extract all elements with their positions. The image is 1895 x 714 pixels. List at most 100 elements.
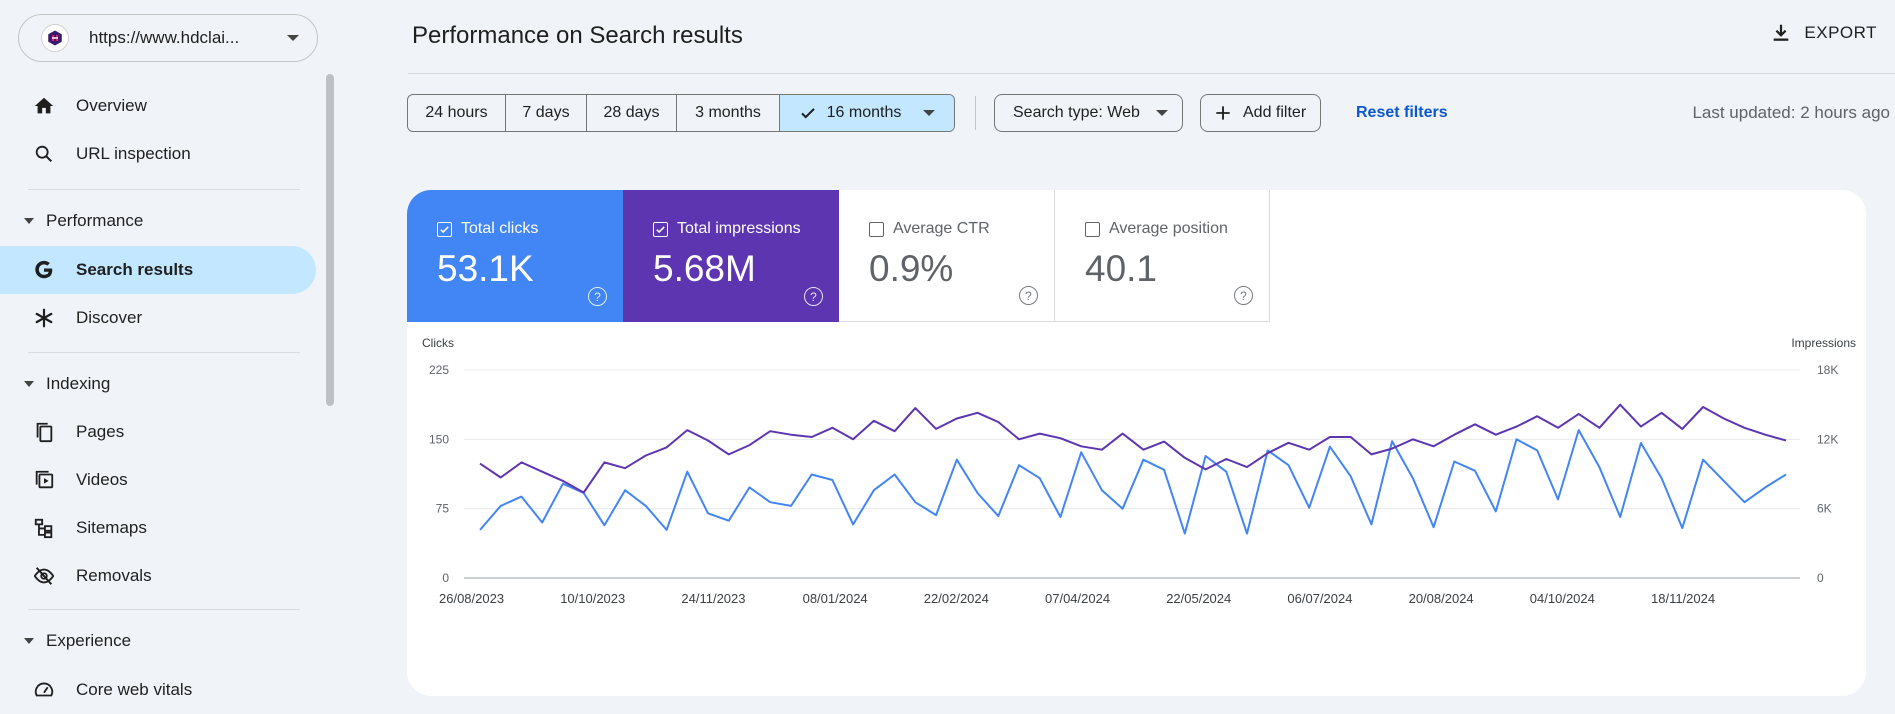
header-divider — [408, 73, 1895, 74]
range-label: 28 days — [603, 104, 660, 121]
sidebar-item-pages[interactable]: Pages — [0, 408, 316, 456]
metric-label: Total impressions — [677, 220, 801, 237]
expand-triangle-icon — [24, 638, 34, 644]
date-range-selector: 24 hours 7 days 28 days 3 months 16 mont… — [407, 94, 955, 132]
pages-icon — [32, 420, 56, 444]
right-tick-label: 18K — [1817, 363, 1838, 377]
speed-gauge-icon — [32, 678, 56, 702]
series-line-clicks — [479, 429, 1787, 535]
x-tick-label: 06/07/2024 — [1287, 591, 1352, 606]
expand-triangle-icon — [24, 381, 34, 387]
sidebar-item-search-results[interactable]: Search results — [0, 246, 316, 294]
sidebar: https://www.hdclai... Overview URL inspe… — [0, 0, 335, 714]
sidebar-item-videos[interactable]: Videos — [0, 456, 316, 504]
checkbox-unchecked-icon[interactable] — [869, 221, 884, 237]
filter-separator — [975, 96, 976, 130]
sitemap-icon — [32, 516, 56, 540]
chevron-down-icon — [287, 35, 299, 41]
sidebar-item-url-inspection[interactable]: URL inspection — [0, 130, 316, 178]
sidebar-item-label: Videos — [76, 470, 128, 489]
left-tick-label: 150 — [429, 432, 449, 446]
range-16-months[interactable]: 16 months — [780, 95, 954, 131]
range-label: 16 months — [826, 104, 902, 121]
search-type-dropdown[interactable]: Search type: Web — [994, 94, 1183, 132]
performance-card: Total clicks 53.1K ? Total impressions 5… — [407, 190, 1866, 696]
sidebar-item-label: Search results — [76, 260, 194, 279]
range-7-days[interactable]: 7 days — [506, 95, 587, 131]
right-tick-label: 0 — [1817, 571, 1824, 585]
section-indexing[interactable]: Indexing — [0, 364, 316, 404]
property-selector[interactable]: https://www.hdclai... — [18, 14, 318, 62]
video-icon — [32, 468, 56, 492]
performance-chart: 0 75 150 225 0 6K 12K 18K Clicks Impressions 26/08… — [422, 336, 1856, 606]
x-tick-label: 26/08/2023 — [439, 591, 504, 606]
property-url: https://www.hdclai... — [89, 28, 240, 47]
checkbox-checked-icon[interactable] — [437, 221, 452, 237]
x-tick-label: 04/10/2024 — [1530, 591, 1595, 606]
nav-divider — [28, 352, 300, 353]
download-icon — [1774, 24, 1789, 41]
section-label: Experience — [46, 631, 132, 650]
sidebar-item-overview[interactable]: Overview — [0, 82, 316, 130]
sidebar-item-discover[interactable]: Discover — [0, 294, 316, 342]
range-label: 7 days — [522, 104, 570, 121]
nav-divider — [28, 609, 300, 610]
metric-average-ctr[interactable]: Average CTR 0.9% ? — [839, 190, 1055, 322]
export-button[interactable]: EXPORT — [1770, 22, 1877, 44]
right-tick-label: 12K — [1817, 432, 1838, 446]
metric-value: 5.68M — [653, 248, 756, 289]
property-logo — [41, 24, 69, 52]
sidebar-item-core-web-vitals[interactable]: Core web vitals — [0, 666, 316, 714]
checkbox-checked-icon[interactable] — [653, 221, 668, 237]
expand-triangle-icon — [24, 218, 34, 224]
home-icon — [32, 94, 56, 118]
plus-icon — [1216, 106, 1230, 120]
sidebar-item-label: Discover — [76, 308, 143, 327]
add-filter-button[interactable]: Add filter — [1200, 94, 1322, 132]
export-label: EXPORT — [1804, 23, 1877, 42]
section-performance[interactable]: Performance — [0, 201, 316, 241]
right-axis-label: Impressions — [1791, 336, 1856, 350]
left-axis-label: Clicks — [422, 336, 454, 350]
metric-value: 53.1K — [437, 248, 534, 289]
chevron-down-icon — [1155, 110, 1168, 116]
metric-total-clicks[interactable]: Total clicks 53.1K ? — [407, 190, 623, 322]
left-tick-label: 0 — [442, 571, 449, 585]
sidebar-item-label: Sitemaps — [76, 518, 147, 537]
search-type-label: Search type: Web — [1013, 104, 1140, 121]
metric-average-position[interactable]: Average position 40.1 ? — [1055, 190, 1270, 322]
range-28-days[interactable]: 28 days — [587, 95, 677, 131]
x-tick-label: 18/11/2024 — [1651, 591, 1715, 606]
sidebar-scrollbar[interactable] — [326, 74, 334, 406]
left-tick-label: 75 — [436, 502, 450, 516]
x-tick-label: 10/10/2023 — [560, 591, 625, 606]
google-g-icon — [32, 258, 56, 282]
metric-label: Average position — [1109, 220, 1228, 237]
chevron-down-icon — [923, 110, 936, 116]
section-experience[interactable]: Experience — [0, 621, 316, 661]
x-tick-label: 07/04/2024 — [1045, 591, 1110, 606]
metric-label: Total clicks — [461, 220, 539, 237]
right-tick-label: 6K — [1817, 502, 1832, 516]
reset-filters-link[interactable]: Reset filters — [1356, 104, 1448, 121]
help-icon[interactable]: ? — [804, 287, 823, 306]
help-icon[interactable]: ? — [1019, 286, 1038, 305]
left-tick-label: 225 — [429, 363, 449, 377]
metric-label: Average CTR — [893, 220, 990, 237]
metric-value: 40.1 — [1085, 248, 1158, 289]
help-icon[interactable]: ? — [588, 287, 607, 306]
help-icon[interactable]: ? — [1234, 286, 1253, 305]
add-filter-label: Add filter — [1243, 104, 1307, 121]
metric-value: 0.9% — [869, 248, 954, 289]
metric-total-impressions[interactable]: Total impressions 5.68M ? — [623, 190, 839, 322]
section-label: Indexing — [46, 374, 111, 393]
sidebar-item-removals[interactable]: Removals — [0, 552, 316, 600]
section-label: Performance — [46, 211, 144, 230]
range-3-months[interactable]: 3 months — [677, 95, 780, 131]
x-tick-label: 20/08/2024 — [1409, 591, 1474, 606]
range-24-hours[interactable]: 24 hours — [408, 95, 506, 131]
sidebar-item-sitemaps[interactable]: Sitemaps — [0, 504, 316, 552]
x-tick-label: 22/02/2024 — [924, 591, 989, 606]
checkbox-unchecked-icon[interactable] — [1085, 221, 1100, 237]
nav-divider — [28, 189, 300, 190]
